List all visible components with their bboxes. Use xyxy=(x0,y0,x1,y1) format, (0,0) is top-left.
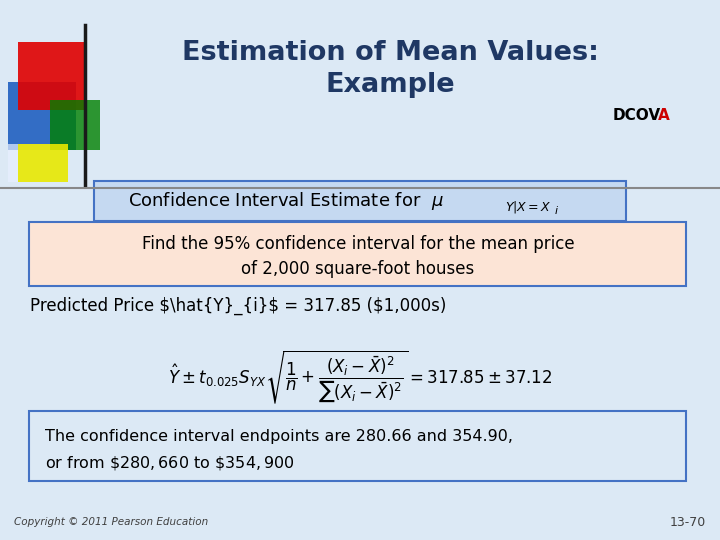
Text: $Y|X=X$: $Y|X=X$ xyxy=(505,199,552,215)
Bar xyxy=(18,144,68,182)
Bar xyxy=(18,42,86,110)
Text: DCOV: DCOV xyxy=(613,109,661,124)
Text: Predicted Price $\hat{Y}_{i}$ = 317.85 ($1,000s): Predicted Price $\hat{Y}_{i}$ = 317.85 (… xyxy=(30,297,446,315)
Bar xyxy=(8,82,76,150)
Text: Copyright © 2011 Pearson Education: Copyright © 2011 Pearson Education xyxy=(14,517,208,527)
Bar xyxy=(50,100,100,150)
Text: 13-70: 13-70 xyxy=(670,516,706,529)
Text: Estimation of Mean Values:: Estimation of Mean Values: xyxy=(181,40,598,66)
Text: Example: Example xyxy=(325,72,455,98)
FancyBboxPatch shape xyxy=(94,181,626,221)
Text: Confidence Interval Estimate for  $\mu$: Confidence Interval Estimate for $\mu$ xyxy=(128,190,444,212)
FancyBboxPatch shape xyxy=(29,222,686,286)
Text: $\hat{Y} \pm t_{0.025}S_{YX}\sqrt{\dfrac{1}{n}+\dfrac{(X_i-\bar{X})^2}{\sum(X_i-: $\hat{Y} \pm t_{0.025}S_{YX}\sqrt{\dfrac… xyxy=(168,348,552,406)
Text: The confidence interval endpoints are 280.66 and 354.90,: The confidence interval endpoints are 28… xyxy=(45,429,513,444)
Text: or from $\$280,660$ to $\$354,900$: or from $\$280,660$ to $\$354,900$ xyxy=(45,454,295,472)
Text: A: A xyxy=(658,109,670,124)
Bar xyxy=(8,144,50,182)
FancyBboxPatch shape xyxy=(29,411,686,481)
Text: $i$: $i$ xyxy=(554,204,559,216)
Text: Find the 95% confidence interval for the mean price: Find the 95% confidence interval for the… xyxy=(142,235,575,253)
Text: of 2,000 square-foot houses: of 2,000 square-foot houses xyxy=(241,260,474,278)
